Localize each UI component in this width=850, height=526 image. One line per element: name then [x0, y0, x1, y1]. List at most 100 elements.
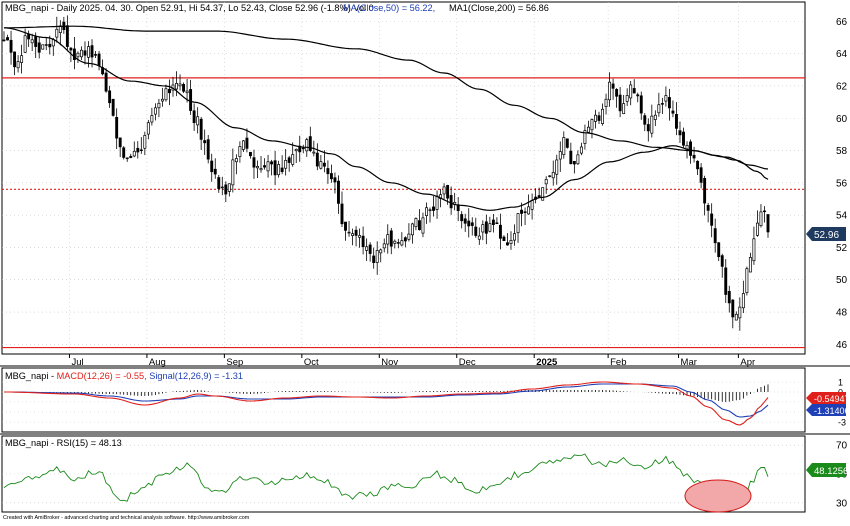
candle [425, 202, 428, 224]
candle [372, 247, 376, 269]
candle [157, 98, 161, 118]
candle [329, 164, 333, 183]
candle [175, 71, 178, 97]
ma200-line [4, 25, 769, 170]
candle [206, 135, 210, 164]
candle [351, 228, 355, 246]
candle [252, 149, 256, 179]
candle [724, 259, 728, 303]
ma50-line [3, 27, 769, 211]
candle [731, 299, 735, 329]
candle [365, 238, 369, 261]
macd-value-marker: -0.54947 [806, 392, 850, 404]
candle [238, 141, 242, 163]
price-tick-label: 46 [836, 340, 848, 351]
candle [396, 238, 400, 249]
candle [41, 44, 45, 50]
candle [597, 111, 601, 125]
price-title: MBG_napi - Daily 2025. 04. 30. Open 52.9… [5, 3, 374, 13]
rsi-title: MBG_napi - RSI(15) = 48.13 [5, 438, 122, 448]
candle [671, 100, 675, 118]
candle [625, 88, 629, 107]
candle [368, 242, 372, 262]
price-tick-label: 62 [836, 81, 848, 92]
candle [484, 214, 488, 245]
price-tick-label: 54 [836, 211, 848, 222]
candle [467, 208, 471, 238]
candle [224, 181, 228, 203]
candle [579, 142, 583, 156]
candle [340, 191, 344, 228]
candle [766, 214, 770, 238]
candle [270, 159, 274, 176]
candle [601, 103, 604, 126]
candle [643, 113, 647, 132]
candle [460, 211, 464, 229]
candle [319, 155, 323, 170]
candle [713, 218, 717, 253]
candle [667, 88, 671, 121]
candle [516, 212, 520, 243]
candle [608, 72, 612, 107]
candle [90, 39, 94, 68]
candle [576, 150, 580, 165]
macd-tick-label: 1 [838, 378, 843, 388]
candle [682, 127, 685, 148]
macd-title-prefix: MBG_napi - [5, 371, 57, 381]
candle [615, 88, 619, 108]
candle [143, 131, 147, 156]
candle [717, 242, 721, 262]
candle [139, 137, 143, 154]
candle [129, 153, 133, 159]
candle [164, 84, 168, 102]
candle [544, 176, 548, 194]
candle [48, 35, 52, 55]
candle [125, 157, 129, 162]
candle [231, 148, 235, 193]
candle [241, 139, 245, 153]
x-tick-label: Oct [304, 357, 319, 368]
candle [83, 41, 87, 65]
candle [660, 97, 664, 115]
candle [20, 44, 24, 74]
candle [513, 224, 516, 246]
candle [558, 141, 562, 172]
candle [146, 119, 150, 140]
moving-averages [3, 25, 769, 211]
price-tick-label: 58 [836, 146, 848, 157]
candle [150, 107, 154, 126]
candle [495, 217, 499, 225]
candle [104, 68, 108, 93]
candle [326, 160, 330, 184]
candle [562, 131, 566, 159]
oversold-highlight [684, 479, 752, 513]
candle [379, 248, 383, 263]
candle [6, 34, 9, 41]
candle [678, 121, 682, 143]
candle [675, 102, 678, 136]
candle [266, 154, 270, 178]
candle [745, 266, 749, 296]
x-tick-label: Aug [149, 357, 166, 368]
candle [9, 30, 13, 65]
candle [72, 37, 76, 70]
candle [664, 86, 668, 107]
candle [337, 175, 340, 214]
x-tick-label: Dec [459, 357, 476, 368]
last-price-marker: 52.96 [806, 227, 846, 241]
candle [586, 120, 590, 134]
price-tick-label: 52 [836, 243, 848, 254]
candle [583, 124, 587, 150]
candle [632, 79, 636, 94]
rsi-value-marker: 48.1256 [806, 463, 848, 477]
candle [291, 142, 295, 167]
candle [210, 153, 214, 182]
candle [699, 163, 703, 189]
candle [720, 253, 724, 278]
candle [572, 160, 576, 174]
candle [755, 210, 759, 237]
candle [196, 107, 200, 134]
price-y-axis: 46 48 50 52 54 56 58 60 62 64 66 [836, 17, 848, 351]
candle [569, 142, 573, 165]
